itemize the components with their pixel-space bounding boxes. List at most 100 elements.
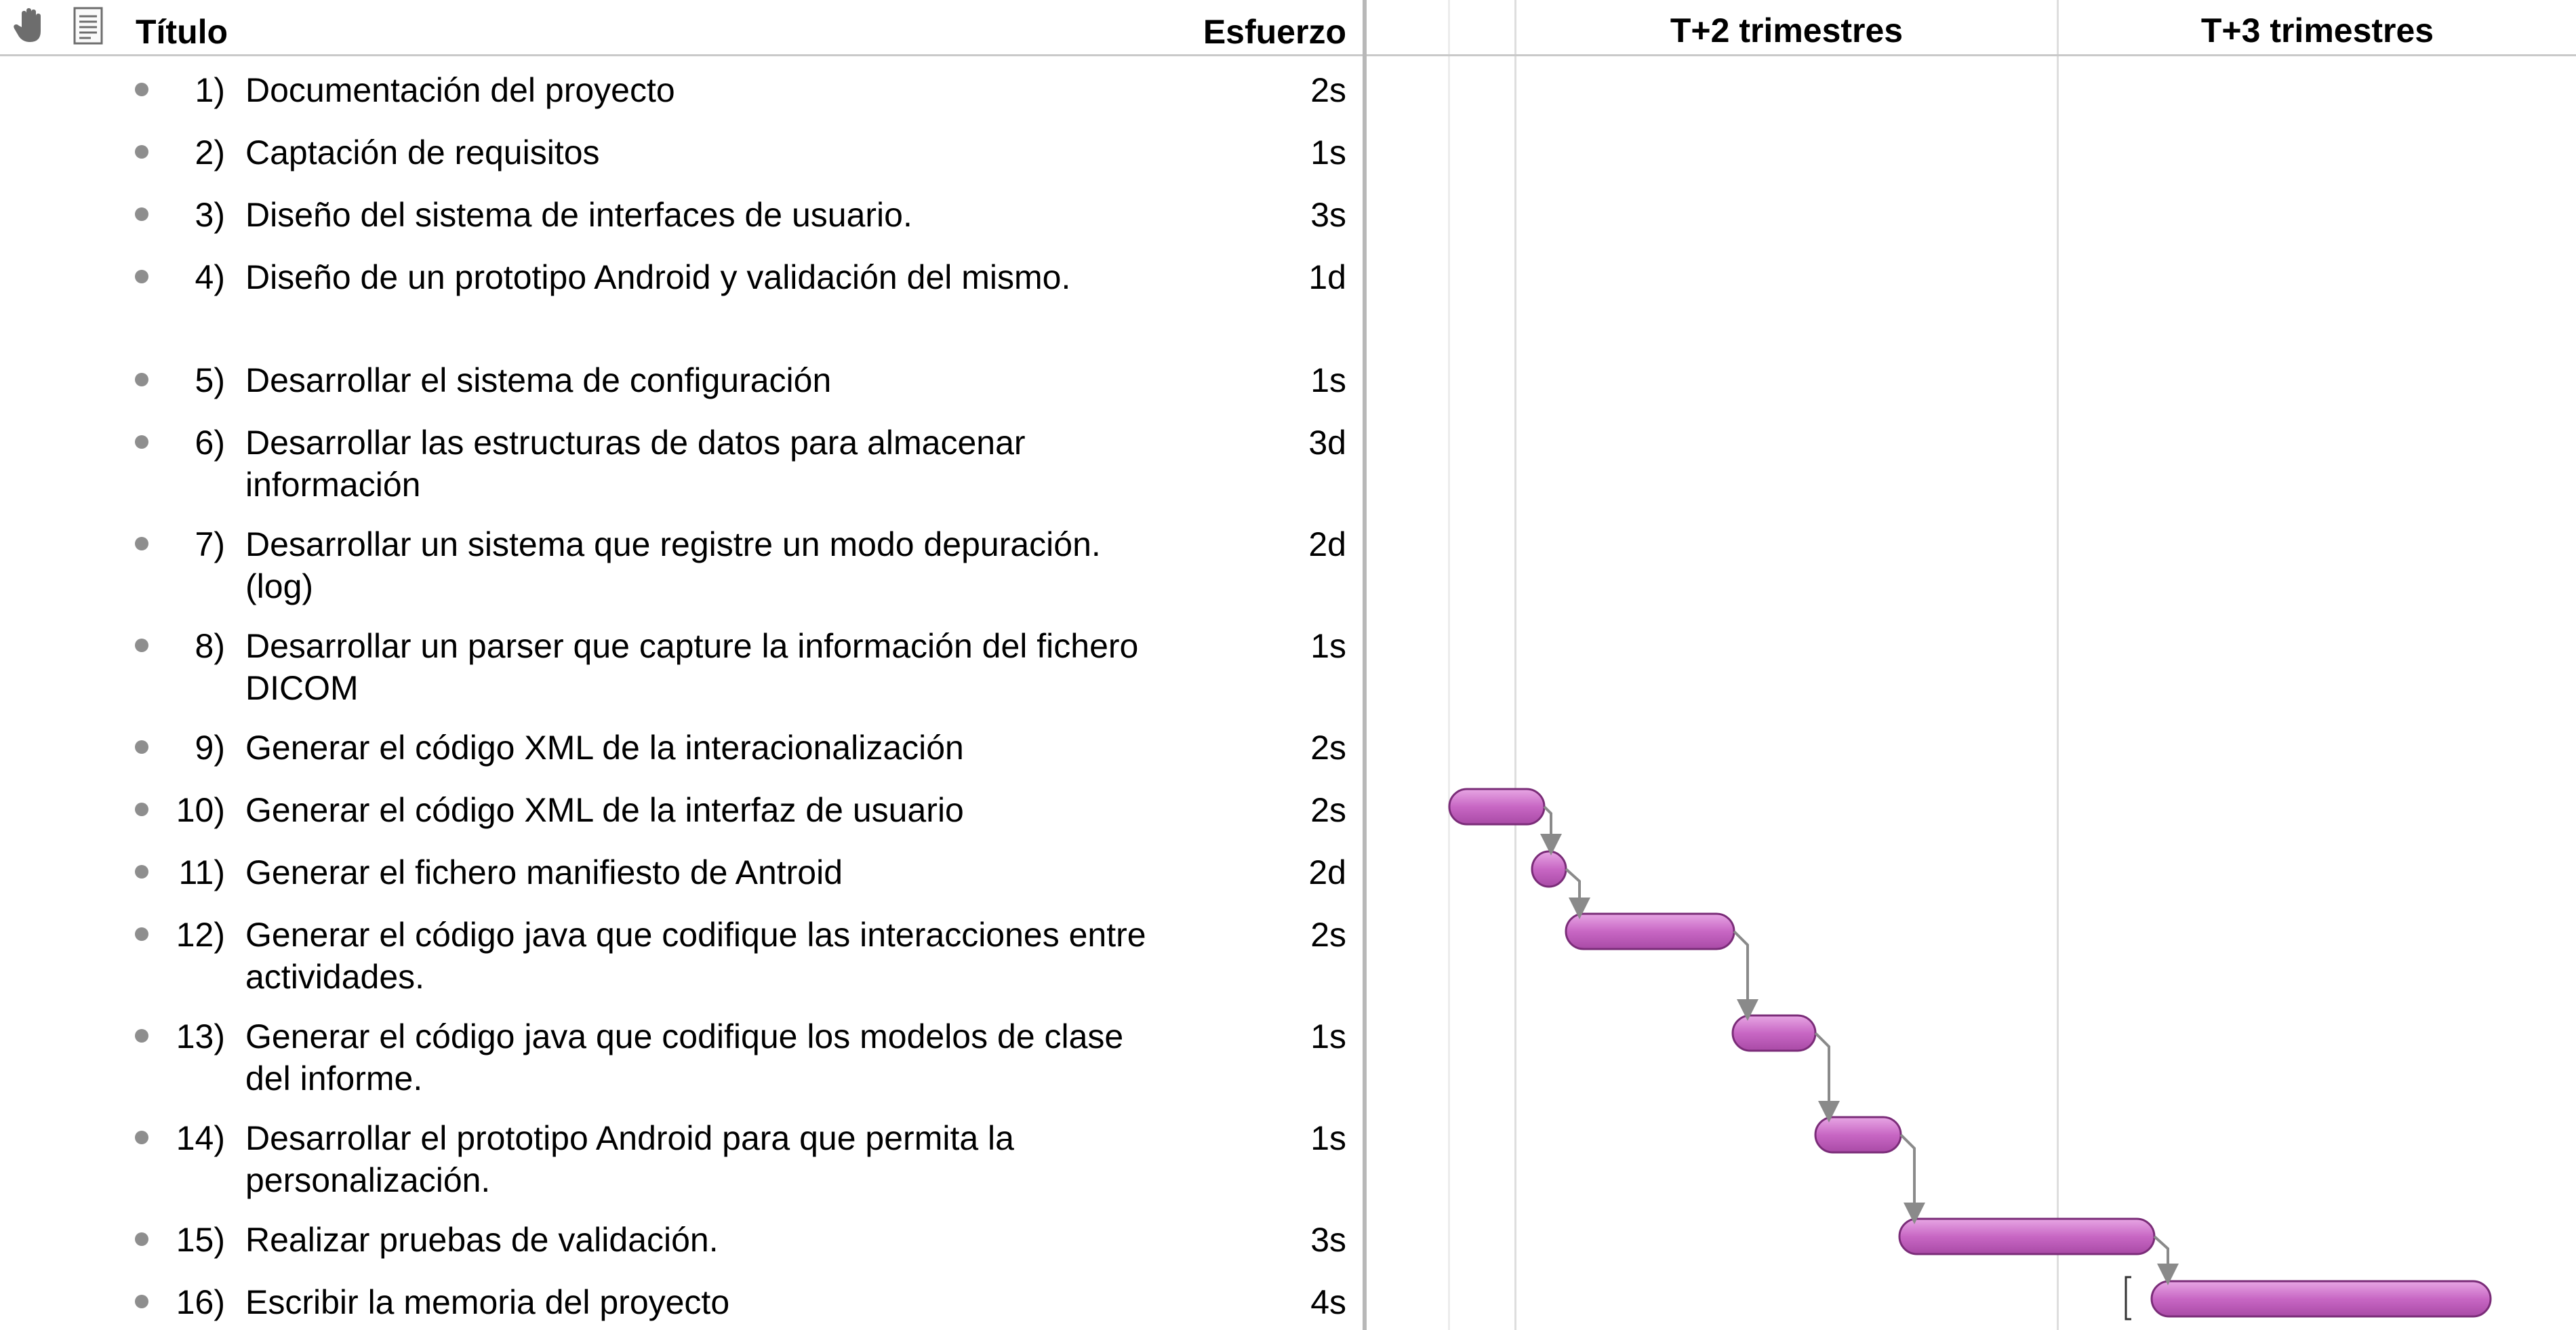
- task-effort[interactable]: 1s: [1310, 361, 1346, 399]
- bullet-icon: [135, 207, 148, 221]
- task-effort[interactable]: 1s: [1310, 134, 1346, 172]
- task-row[interactable]: 7) Desarrollar un sistema que registre un…: [0, 522, 1363, 624]
- task-effort[interactable]: 1s: [1310, 1017, 1346, 1055]
- task-title[interactable]: Desarrollar el prototipo Android para qu…: [245, 1119, 1014, 1199]
- gantt-chart: [1367, 56, 2576, 1330]
- task-number: 9): [195, 729, 225, 767]
- task-row[interactable]: 9) Generar el código XML de la interacion…: [0, 725, 1363, 788]
- task-effort[interactable]: 2s: [1310, 729, 1346, 767]
- bullet-icon: [135, 927, 148, 941]
- task-number: 5): [195, 361, 225, 399]
- bullet-icon: [135, 373, 148, 386]
- gantt-bar-task-10[interactable]: [1448, 788, 1546, 826]
- bullet-icon: [135, 270, 148, 283]
- task-row[interactable]: 12) Generar el código java que codifique …: [0, 912, 1363, 1014]
- dependency-arrow: [1565, 868, 1590, 919]
- outline-header: Título Esfuerzo T+2 trimestres T+3 trime…: [0, 0, 2576, 56]
- gantt-bar-task-12[interactable]: [1565, 912, 1735, 950]
- task-title[interactable]: Documentación del proyecto: [245, 71, 675, 109]
- task-row[interactable]: 10) Generar el código XML de la interfaz …: [0, 788, 1363, 850]
- task-number: 8): [195, 627, 225, 665]
- task-title[interactable]: Desarrollar las estructuras de datos par…: [245, 424, 1026, 504]
- task-title[interactable]: Generar el fichero manifiesto de Antroid: [245, 853, 843, 891]
- task-number: 1): [195, 71, 225, 109]
- task-title[interactable]: Captación de requisitos: [245, 134, 600, 172]
- gantt-canvas: [1448, 788, 2492, 1321]
- task-row[interactable]: 6) Desarrollar las estructuras de datos p…: [0, 420, 1363, 522]
- task-effort[interactable]: 2s: [1310, 791, 1346, 829]
- dependency-arrow: [1733, 930, 1758, 1021]
- hand-icon[interactable]: [12, 7, 45, 45]
- start-constraint-bracket: [2125, 1276, 2131, 1321]
- task-row[interactable]: 1) Documentación del proyecto 2s: [0, 68, 1363, 130]
- task-effort[interactable]: 3s: [1310, 196, 1346, 234]
- gantt-bar-task-15[interactable]: [1898, 1217, 2156, 1255]
- task-title[interactable]: Diseño del sistema de interfaces de usua…: [245, 196, 912, 234]
- gantt-bar-task-14[interactable]: [1814, 1116, 1902, 1154]
- gantt-bar-task-16[interactable]: [2150, 1280, 2492, 1318]
- gantt-bar-task-11[interactable]: [1531, 850, 1567, 888]
- task-row[interactable]: 4) Diseño de un prototipo Android y valid…: [0, 255, 1363, 358]
- task-effort[interactable]: 3s: [1310, 1221, 1346, 1259]
- task-effort[interactable]: 1s: [1310, 627, 1346, 665]
- bullet-icon: [135, 1131, 148, 1144]
- header-divider: [0, 54, 2576, 56]
- bullet-icon: [135, 435, 148, 449]
- task-title[interactable]: Generar el código java que codifique las…: [245, 916, 1146, 996]
- task-number: 2): [195, 134, 225, 172]
- gantt-bar-task-13[interactable]: [1731, 1014, 1817, 1052]
- bullet-icon: [135, 1029, 148, 1043]
- task-effort[interactable]: 1s: [1310, 1119, 1346, 1157]
- bullet-icon: [135, 639, 148, 652]
- task-effort[interactable]: 2d: [1308, 853, 1346, 891]
- dependency-arrow: [1814, 1032, 1840, 1123]
- notes-icon[interactable]: [72, 7, 104, 45]
- task-effort[interactable]: 2s: [1310, 71, 1346, 109]
- task-number: 7): [195, 525, 225, 563]
- task-row[interactable]: 5) Desarrollar el sistema de configuració…: [0, 358, 1363, 420]
- bullet-icon: [135, 803, 148, 816]
- task-title[interactable]: Escribir la memoria del proyecto: [245, 1283, 730, 1321]
- task-row[interactable]: 11) Generar el fichero manifiesto de Antr…: [0, 850, 1363, 912]
- task-number: 16): [176, 1283, 225, 1321]
- title-column-header[interactable]: Título: [136, 13, 228, 51]
- task-title[interactable]: Desarrollar un parser que capture la inf…: [245, 627, 1139, 707]
- task-effort[interactable]: 4s: [1310, 1283, 1346, 1321]
- bullet-icon: [135, 1295, 148, 1308]
- task-title[interactable]: Diseño de un prototipo Android y validac…: [245, 258, 1071, 296]
- task-row[interactable]: 3) Diseño del sistema de interfaces de us…: [0, 193, 1363, 255]
- effort-column-header[interactable]: Esfuerzo: [1203, 13, 1346, 51]
- task-title[interactable]: Realizar pruebas de validación.: [245, 1221, 719, 1259]
- bullet-icon: [135, 83, 148, 96]
- quarter-divider: [1514, 0, 1516, 1330]
- quarter-header-t3: T+3 trimestres: [2200, 12, 2434, 49]
- task-effort[interactable]: 2s: [1310, 916, 1346, 954]
- task-row[interactable]: 16) Escribir la memoria del proyecto 4s: [0, 1280, 1363, 1330]
- task-title[interactable]: Desarrollar un sistema que registre un m…: [245, 525, 1101, 605]
- outline-gantt-splitter[interactable]: [1363, 0, 1367, 1330]
- task-number: 11): [178, 853, 225, 891]
- task-number: 15): [176, 1221, 225, 1259]
- dependency-arrow: [1899, 1133, 1925, 1224]
- bullet-icon: [135, 865, 148, 879]
- task-row[interactable]: 8) Desarrollar un parser que capture la i…: [0, 624, 1363, 725]
- task-title[interactable]: Generar el código XML de la interfaz de …: [245, 791, 964, 829]
- dependency-arrow: [2153, 1235, 2179, 1285]
- quarter-divider: [2057, 0, 2059, 1330]
- task-title[interactable]: Generar el código XML de la interacional…: [245, 729, 964, 767]
- task-title[interactable]: Desarrollar el sistema de configuración: [245, 361, 832, 399]
- task-row[interactable]: 15) Realizar pruebas de validación. 3s: [0, 1217, 1363, 1280]
- task-effort[interactable]: 3d: [1308, 424, 1346, 462]
- task-number: 10): [176, 791, 225, 829]
- task-number: 4): [195, 258, 225, 296]
- task-row[interactable]: 14) Desarrollar el prototipo Android para…: [0, 1116, 1363, 1217]
- bullet-icon: [135, 1232, 148, 1246]
- task-title[interactable]: Generar el código java que codifique los…: [245, 1017, 1124, 1097]
- task-row[interactable]: 2) Captación de requisitos 1s: [0, 130, 1363, 193]
- task-effort[interactable]: 1d: [1308, 258, 1346, 296]
- task-row[interactable]: 13) Generar el código java que codifique …: [0, 1014, 1363, 1116]
- bullet-icon: [135, 537, 148, 550]
- task-number: 12): [176, 916, 225, 954]
- task-effort[interactable]: 2d: [1308, 525, 1346, 563]
